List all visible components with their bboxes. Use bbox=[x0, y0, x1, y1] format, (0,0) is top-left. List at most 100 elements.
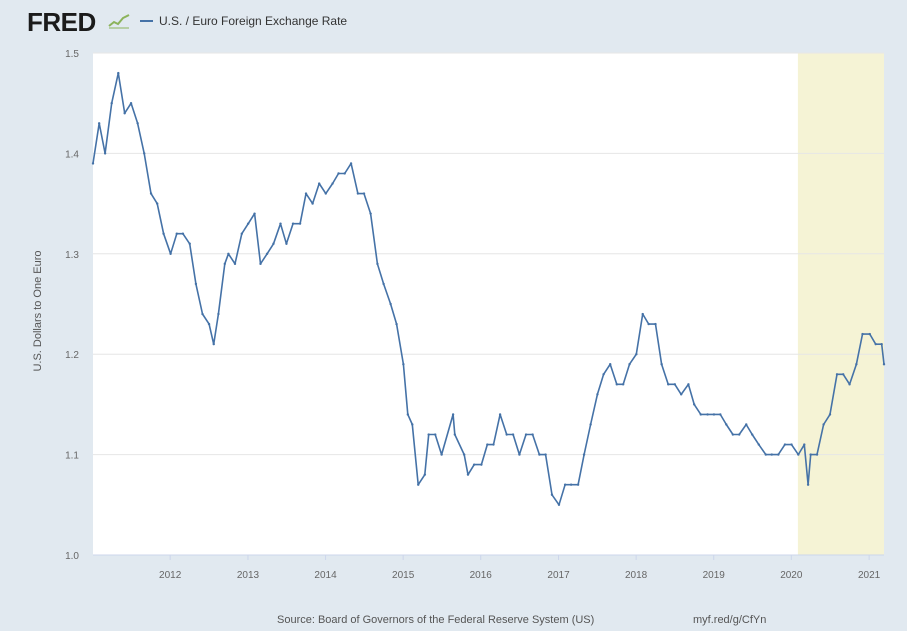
data-point[interactable] bbox=[317, 182, 321, 185]
data-point[interactable] bbox=[227, 252, 230, 255]
data-point[interactable] bbox=[615, 383, 618, 386]
data-point[interactable] bbox=[155, 202, 159, 205]
data-point[interactable] bbox=[285, 242, 288, 245]
data-point[interactable] bbox=[602, 373, 605, 376]
data-point[interactable] bbox=[223, 262, 226, 266]
data-point[interactable] bbox=[253, 212, 256, 215]
data-point[interactable] bbox=[822, 423, 825, 426]
data-point[interactable] bbox=[427, 433, 430, 436]
data-point[interactable] bbox=[123, 112, 126, 115]
data-point[interactable] bbox=[324, 192, 327, 195]
data-point[interactable] bbox=[207, 322, 211, 326]
data-point[interactable] bbox=[356, 192, 360, 195]
data-point[interactable] bbox=[803, 443, 806, 446]
data-point[interactable] bbox=[259, 262, 262, 266]
data-point[interactable] bbox=[809, 453, 812, 456]
data-point[interactable] bbox=[569, 483, 573, 486]
data-point[interactable] bbox=[417, 483, 420, 486]
data-point[interactable] bbox=[129, 102, 133, 105]
short-url-link[interactable]: myf.red/g/CfYn bbox=[693, 614, 767, 626]
data-point[interactable] bbox=[673, 383, 677, 386]
data-point[interactable] bbox=[291, 222, 295, 225]
data-point[interactable] bbox=[699, 413, 702, 416]
data-point[interactable] bbox=[680, 393, 683, 396]
data-point[interactable] bbox=[169, 252, 172, 255]
fred-logo[interactable]: FRED bbox=[27, 7, 96, 37]
data-point[interactable] bbox=[596, 393, 599, 396]
data-point[interactable] bbox=[440, 453, 443, 456]
data-point[interactable] bbox=[136, 122, 139, 125]
data-point[interactable] bbox=[855, 363, 858, 366]
data-point[interactable] bbox=[272, 242, 275, 245]
data-point[interactable] bbox=[91, 162, 95, 165]
data-point[interactable] bbox=[882, 363, 886, 366]
data-point[interactable] bbox=[719, 413, 722, 416]
data-point[interactable] bbox=[246, 222, 250, 225]
data-point[interactable] bbox=[880, 342, 883, 346]
data-point[interactable] bbox=[790, 443, 793, 446]
data-point[interactable] bbox=[745, 423, 748, 426]
data-point[interactable] bbox=[406, 413, 410, 416]
data-point[interactable] bbox=[505, 433, 508, 436]
data-point[interactable] bbox=[240, 232, 244, 235]
data-point[interactable] bbox=[162, 232, 165, 235]
data-point[interactable] bbox=[815, 453, 819, 456]
data-point[interactable] bbox=[828, 413, 832, 416]
data-point[interactable] bbox=[609, 363, 612, 366]
data-point[interactable] bbox=[518, 453, 521, 456]
data-point[interactable] bbox=[628, 363, 631, 366]
data-point[interactable] bbox=[806, 483, 810, 486]
data-point[interactable] bbox=[451, 413, 455, 416]
data-point[interactable] bbox=[550, 493, 554, 496]
data-point[interactable] bbox=[576, 483, 580, 486]
data-point[interactable] bbox=[770, 453, 773, 456]
data-point[interactable] bbox=[175, 232, 178, 235]
data-point[interactable] bbox=[265, 252, 269, 255]
data-point[interactable] bbox=[764, 453, 768, 456]
data-point[interactable] bbox=[712, 413, 716, 416]
data-point[interactable] bbox=[667, 383, 670, 386]
data-point[interactable] bbox=[647, 322, 650, 326]
data-point[interactable] bbox=[434, 433, 437, 436]
data-point[interactable] bbox=[544, 453, 547, 456]
data-point[interactable] bbox=[395, 322, 398, 326]
data-point[interactable] bbox=[531, 433, 534, 436]
data-point[interactable] bbox=[511, 433, 515, 436]
data-point[interactable] bbox=[480, 463, 483, 466]
data-point[interactable] bbox=[841, 373, 845, 376]
data-point[interactable] bbox=[687, 383, 690, 386]
data-point[interactable] bbox=[331, 182, 334, 185]
data-point[interactable] bbox=[635, 353, 638, 356]
data-point[interactable] bbox=[783, 443, 787, 446]
data-point[interactable] bbox=[797, 453, 800, 456]
data-point[interactable] bbox=[304, 192, 308, 195]
data-point[interactable] bbox=[194, 282, 198, 286]
data-point[interactable] bbox=[343, 172, 346, 175]
data-point[interactable] bbox=[706, 413, 709, 416]
data-point[interactable] bbox=[874, 342, 877, 346]
data-point[interactable] bbox=[835, 373, 839, 376]
data-point[interactable] bbox=[217, 312, 220, 316]
data-point[interactable] bbox=[466, 473, 470, 476]
data-point[interactable] bbox=[423, 473, 427, 476]
series-legend[interactable]: U.S. / Euro Foreign Exchange Rate bbox=[140, 14, 347, 28]
data-point[interactable] bbox=[725, 423, 728, 426]
data-point[interactable] bbox=[389, 302, 392, 306]
data-point[interactable] bbox=[117, 71, 120, 75]
data-point[interactable] bbox=[103, 152, 107, 155]
data-point[interactable] bbox=[97, 122, 101, 125]
data-point[interactable] bbox=[149, 192, 153, 195]
data-point[interactable] bbox=[402, 363, 405, 366]
data-point[interactable] bbox=[848, 383, 851, 386]
data-point[interactable] bbox=[492, 443, 495, 446]
data-point[interactable] bbox=[738, 433, 741, 436]
data-point[interactable] bbox=[472, 463, 476, 466]
data-point[interactable] bbox=[188, 242, 191, 245]
data-point[interactable] bbox=[751, 433, 754, 436]
data-point[interactable] bbox=[777, 453, 780, 456]
data-point[interactable] bbox=[498, 413, 502, 416]
data-point[interactable] bbox=[524, 433, 528, 436]
data-point[interactable] bbox=[692, 403, 696, 406]
data-point[interactable] bbox=[861, 332, 864, 336]
